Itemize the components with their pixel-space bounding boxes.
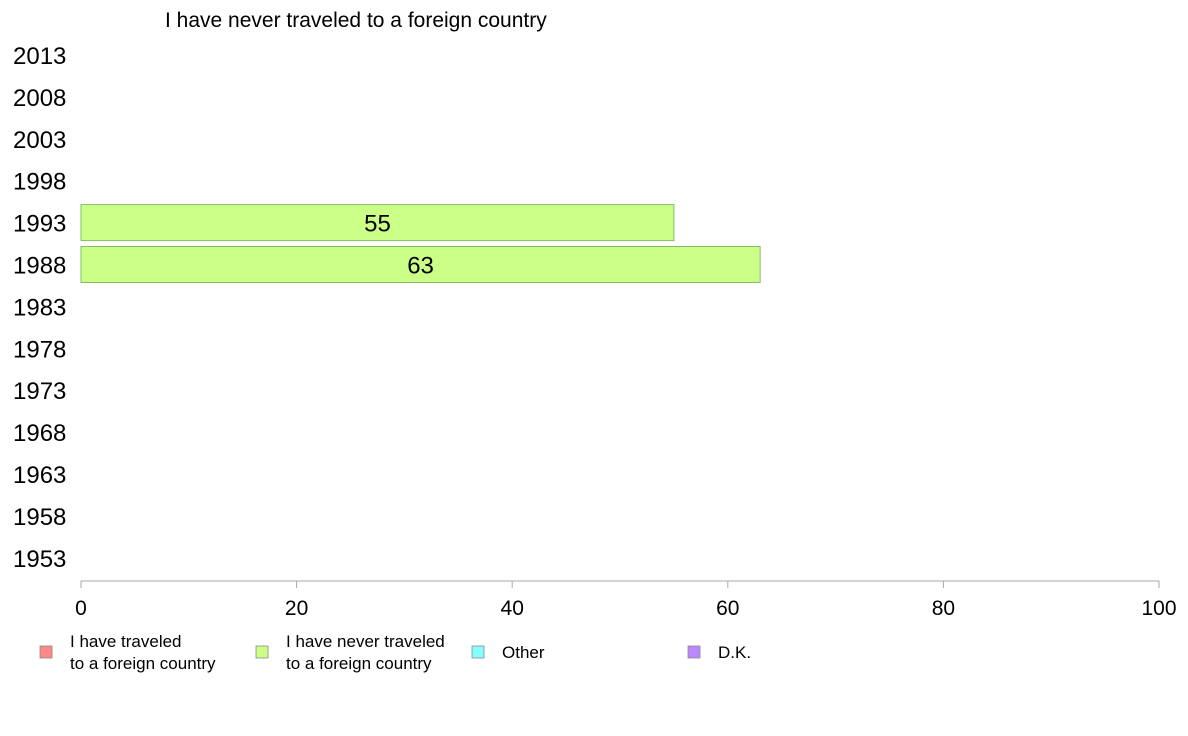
legend-swatch-1 xyxy=(255,645,269,659)
legend-swatch-2 xyxy=(471,645,485,659)
legend-label-1: I have never traveled to a foreign countr… xyxy=(286,632,445,673)
chart-title: I have never traveled to a foreign count… xyxy=(165,9,547,32)
x-tick-label-20: 20 xyxy=(285,597,308,620)
legend: I have traveled to a foreign country I hav… xyxy=(39,632,751,673)
category-label-2008: 2008 xyxy=(13,85,66,112)
category-label-1953: 1953 xyxy=(13,546,66,573)
x-axis: 0 20 40 60 80 100 xyxy=(75,580,1177,620)
category-label-1988: 1988 xyxy=(13,253,66,280)
legend-label-3: D.K. xyxy=(718,643,751,662)
data-label-1988: 63 xyxy=(407,253,434,280)
category-label-1998: 1998 xyxy=(13,169,66,196)
x-tick-label-80: 80 xyxy=(932,597,955,620)
x-tick-label-60: 60 xyxy=(716,597,739,620)
x-tick-label-0: 0 xyxy=(75,597,87,620)
x-tick-label-100: 100 xyxy=(1141,597,1176,620)
bar-1993 xyxy=(80,204,675,242)
legend-swatch-0 xyxy=(39,645,53,659)
x-tick-label-40: 40 xyxy=(501,597,524,620)
category-label-1993: 1993 xyxy=(13,211,66,238)
data-label-1993: 55 xyxy=(364,211,391,238)
legend-label-0: I have traveled to a foreign country xyxy=(70,632,216,673)
category-label-2003: 2003 xyxy=(13,127,66,154)
category-label-1958: 1958 xyxy=(13,504,66,531)
category-label-2013: 2013 xyxy=(13,43,66,70)
category-label-1963: 1963 xyxy=(13,462,66,489)
category-labels: 2013 2008 2003 1998 1993 1988 1983 1978 1973 1968… xyxy=(13,43,66,573)
category-label-1978: 1978 xyxy=(13,336,66,363)
legend-swatch-3 xyxy=(687,645,701,659)
bar-1988 xyxy=(80,246,761,283)
legend-label-2: Other xyxy=(502,643,545,662)
bars: 55 63 xyxy=(80,204,761,283)
category-label-1983: 1983 xyxy=(13,294,66,321)
category-label-1968: 1968 xyxy=(13,420,66,447)
category-label-1973: 1973 xyxy=(13,378,66,405)
